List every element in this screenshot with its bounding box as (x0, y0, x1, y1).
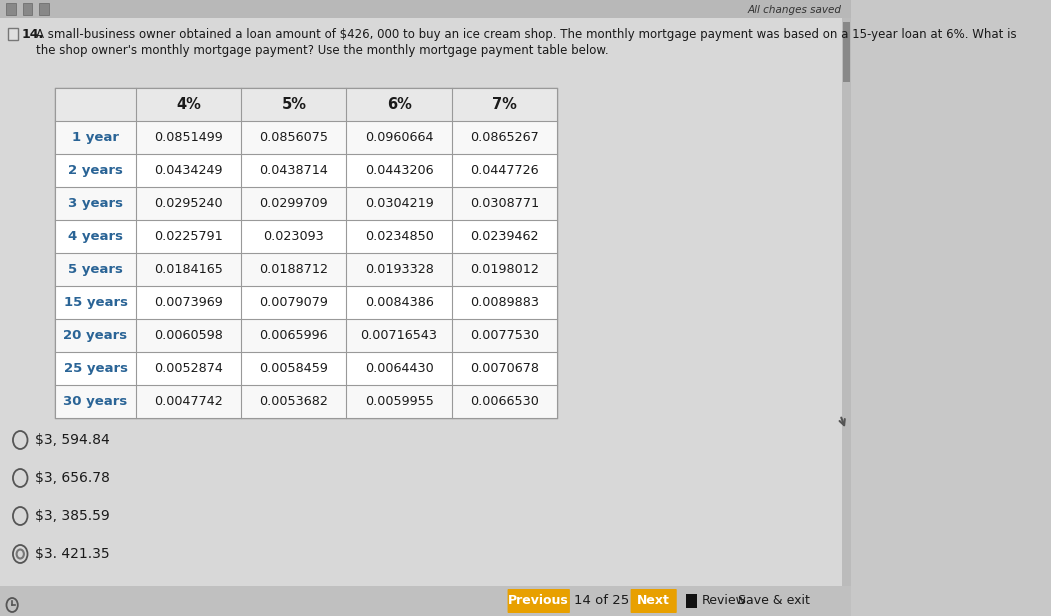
Text: 0.0079079: 0.0079079 (260, 296, 328, 309)
Text: 14 of 25: 14 of 25 (574, 594, 630, 607)
FancyBboxPatch shape (55, 319, 557, 352)
FancyBboxPatch shape (508, 589, 570, 613)
Text: 14.: 14. (22, 28, 44, 41)
Text: A small-business owner obtained a loan amount of $426, 000 to buy an ice cream s: A small-business owner obtained a loan a… (36, 28, 1016, 41)
Text: 30 years: 30 years (63, 395, 127, 408)
Text: 0.0225791: 0.0225791 (154, 230, 223, 243)
Text: 0.0058459: 0.0058459 (260, 362, 328, 375)
Text: 0.0184165: 0.0184165 (154, 263, 223, 276)
Text: 2 years: 2 years (68, 164, 123, 177)
Text: 3 years: 3 years (68, 197, 123, 210)
Text: 25 years: 25 years (63, 362, 127, 375)
Text: 0.0060598: 0.0060598 (154, 329, 223, 342)
FancyBboxPatch shape (55, 253, 557, 286)
Text: 0.0084386: 0.0084386 (365, 296, 433, 309)
Text: 0.00716543: 0.00716543 (360, 329, 437, 342)
Text: 0.0073969: 0.0073969 (154, 296, 223, 309)
FancyBboxPatch shape (55, 154, 557, 187)
Text: 0.0059955: 0.0059955 (365, 395, 433, 408)
Text: 0.0077530: 0.0077530 (470, 329, 539, 342)
Text: 0.0052874: 0.0052874 (154, 362, 223, 375)
FancyBboxPatch shape (6, 3, 16, 15)
FancyBboxPatch shape (55, 88, 557, 418)
FancyBboxPatch shape (843, 22, 850, 82)
Text: $3. 421.35: $3. 421.35 (35, 547, 109, 561)
Text: 0.0053682: 0.0053682 (260, 395, 328, 408)
Text: 0.0064430: 0.0064430 (365, 362, 433, 375)
Text: 0.0188712: 0.0188712 (260, 263, 328, 276)
Text: Previous: Previous (509, 594, 569, 607)
Text: 0.0066530: 0.0066530 (470, 395, 539, 408)
Text: the shop owner's monthly mortgage payment? Use the monthly mortgage payment tabl: the shop owner's monthly mortgage paymen… (36, 44, 609, 57)
Text: 0.0308771: 0.0308771 (470, 197, 539, 210)
Text: 0.0856075: 0.0856075 (260, 131, 328, 144)
Text: 1 year: 1 year (73, 131, 119, 144)
Text: 0.0234850: 0.0234850 (365, 230, 433, 243)
Text: 0.0960664: 0.0960664 (365, 131, 433, 144)
Text: Save & exit: Save & exit (738, 594, 810, 607)
Text: 0.0089883: 0.0089883 (470, 296, 539, 309)
Text: $3, 656.78: $3, 656.78 (35, 471, 109, 485)
Text: 4%: 4% (177, 97, 201, 112)
FancyBboxPatch shape (0, 0, 851, 18)
Text: 6%: 6% (387, 97, 412, 112)
Text: 0.0198012: 0.0198012 (470, 263, 539, 276)
Text: Review: Review (702, 594, 746, 607)
FancyBboxPatch shape (631, 589, 677, 613)
Text: 0.0295240: 0.0295240 (154, 197, 223, 210)
FancyBboxPatch shape (0, 0, 851, 616)
FancyBboxPatch shape (55, 187, 557, 220)
Text: 0.0047742: 0.0047742 (154, 395, 223, 408)
Text: 0.0070678: 0.0070678 (470, 362, 539, 375)
Text: $3, 385.59: $3, 385.59 (35, 509, 109, 523)
Text: 0.0193328: 0.0193328 (365, 263, 433, 276)
FancyBboxPatch shape (39, 3, 48, 15)
FancyBboxPatch shape (8, 28, 18, 40)
Text: 0.0438714: 0.0438714 (260, 164, 328, 177)
FancyBboxPatch shape (685, 594, 697, 608)
Text: 0.0434249: 0.0434249 (154, 164, 223, 177)
Text: 0.0299709: 0.0299709 (260, 197, 328, 210)
Text: 0.0065996: 0.0065996 (260, 329, 328, 342)
Text: 0.0851499: 0.0851499 (154, 131, 223, 144)
Text: 0.0239462: 0.0239462 (470, 230, 538, 243)
FancyBboxPatch shape (842, 18, 851, 598)
Text: Next: Next (637, 594, 671, 607)
Text: All changes saved: All changes saved (748, 5, 842, 15)
Text: 20 years: 20 years (63, 329, 127, 342)
Text: 0.023093: 0.023093 (264, 230, 324, 243)
FancyBboxPatch shape (55, 385, 557, 418)
FancyBboxPatch shape (55, 352, 557, 385)
Text: 0.0443206: 0.0443206 (365, 164, 433, 177)
FancyBboxPatch shape (0, 586, 851, 616)
Text: 0.0447726: 0.0447726 (470, 164, 539, 177)
Text: 5%: 5% (282, 97, 306, 112)
FancyBboxPatch shape (55, 88, 557, 121)
Text: 15 years: 15 years (63, 296, 127, 309)
Text: 4 years: 4 years (68, 230, 123, 243)
Text: 0.0865267: 0.0865267 (470, 131, 539, 144)
FancyBboxPatch shape (55, 121, 557, 154)
Text: 7%: 7% (492, 97, 517, 112)
FancyBboxPatch shape (55, 286, 557, 319)
FancyBboxPatch shape (23, 3, 33, 15)
FancyBboxPatch shape (0, 18, 851, 598)
Text: 0.0304219: 0.0304219 (365, 197, 433, 210)
FancyBboxPatch shape (55, 220, 557, 253)
Text: $3, 594.84: $3, 594.84 (35, 433, 109, 447)
Text: 5 years: 5 years (68, 263, 123, 276)
